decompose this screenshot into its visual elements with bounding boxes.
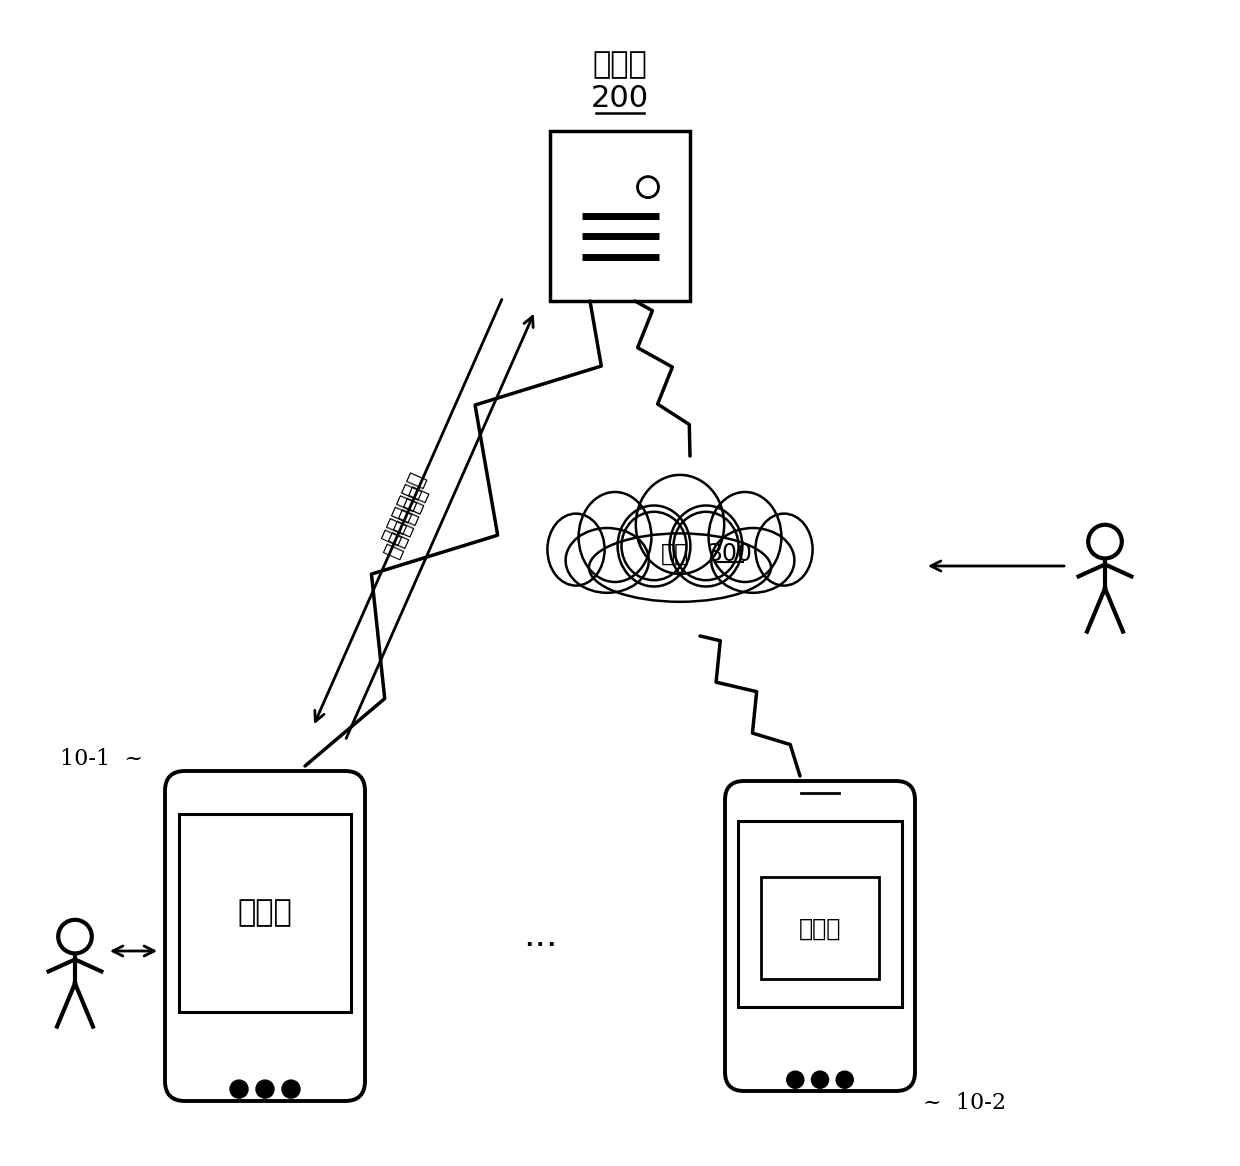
- Text: 客户端: 客户端: [799, 916, 841, 940]
- Ellipse shape: [579, 492, 651, 582]
- Circle shape: [786, 1072, 804, 1088]
- Text: 客户端: 客户端: [238, 898, 293, 927]
- Text: 10-1  ~: 10-1 ~: [60, 749, 143, 770]
- Ellipse shape: [712, 528, 795, 592]
- Circle shape: [1089, 525, 1122, 559]
- Ellipse shape: [755, 513, 812, 585]
- Ellipse shape: [670, 506, 743, 586]
- Circle shape: [229, 1080, 248, 1098]
- Ellipse shape: [673, 512, 739, 581]
- Ellipse shape: [621, 512, 687, 581]
- Circle shape: [281, 1080, 300, 1098]
- Ellipse shape: [636, 475, 724, 574]
- FancyBboxPatch shape: [165, 771, 365, 1101]
- Text: 200: 200: [591, 84, 649, 113]
- Bar: [551, 131, 689, 301]
- Circle shape: [255, 1080, 274, 1098]
- Bar: [738, 821, 901, 1007]
- Ellipse shape: [708, 492, 781, 582]
- Bar: [179, 814, 351, 1012]
- Ellipse shape: [547, 513, 605, 585]
- Text: 数据处理结果: 数据处理结果: [382, 484, 430, 561]
- Ellipse shape: [589, 533, 771, 602]
- Circle shape: [836, 1072, 853, 1088]
- Text: 数据处理请求: 数据处理请求: [379, 470, 428, 546]
- Text: 网络: 网络: [661, 542, 689, 566]
- Circle shape: [637, 176, 658, 197]
- Text: ~  10-2: ~ 10-2: [923, 1093, 1006, 1114]
- Text: 300: 300: [708, 542, 753, 566]
- Ellipse shape: [565, 528, 649, 592]
- Bar: [761, 877, 879, 979]
- Ellipse shape: [618, 506, 691, 586]
- Text: ···: ···: [523, 929, 557, 963]
- Circle shape: [58, 920, 92, 954]
- FancyBboxPatch shape: [725, 781, 915, 1091]
- Circle shape: [811, 1072, 828, 1088]
- Text: 服务器: 服务器: [593, 50, 647, 79]
